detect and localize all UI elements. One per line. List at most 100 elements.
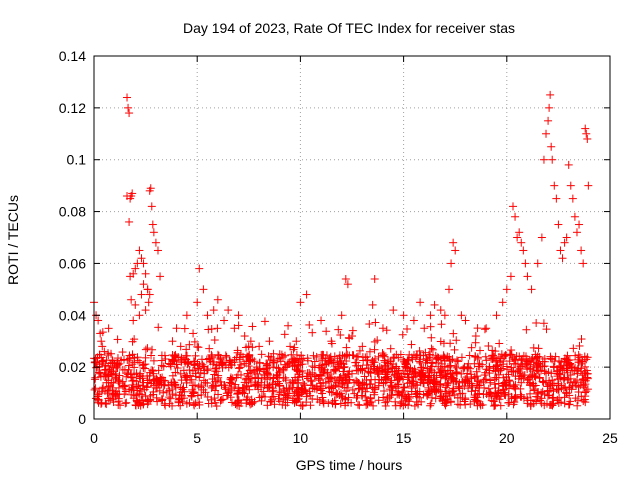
- data-point: [273, 377, 282, 386]
- data-point: [392, 350, 401, 359]
- data-point: [473, 324, 482, 333]
- data-point: [168, 385, 177, 394]
- data-point: [476, 401, 485, 410]
- data-point: [583, 134, 592, 143]
- data-point: [275, 382, 284, 391]
- data-point: [352, 366, 361, 375]
- data-point: [370, 384, 379, 393]
- data-point: [466, 400, 475, 409]
- data-point: [235, 363, 244, 372]
- data-point: [248, 398, 257, 407]
- grid-lines: [94, 56, 610, 419]
- data-point: [481, 368, 490, 377]
- data-point: [387, 376, 396, 385]
- data-point: [268, 393, 277, 402]
- data-point: [150, 381, 159, 390]
- data-point: [471, 332, 480, 341]
- data-point: [291, 356, 300, 365]
- data-point: [486, 376, 495, 385]
- data-point: [484, 342, 493, 351]
- data-point: [114, 397, 123, 406]
- data-point: [457, 311, 466, 320]
- data-point: [146, 396, 155, 405]
- data-point: [481, 352, 490, 361]
- data-point: [378, 324, 387, 333]
- data-point: [151, 238, 160, 247]
- data-point: [485, 366, 494, 375]
- data-point: [125, 217, 134, 226]
- data-point: [306, 401, 315, 410]
- data-point: [460, 382, 469, 391]
- data-point: [354, 400, 363, 409]
- data-point: [94, 316, 103, 325]
- data-point: [428, 393, 437, 402]
- data-point: [491, 384, 500, 393]
- data-point: [327, 355, 336, 364]
- data-point: [382, 326, 391, 335]
- data-point: [449, 329, 458, 338]
- data-point: [370, 274, 379, 283]
- data-point: [556, 362, 565, 371]
- y-tick-label: 0.08: [59, 204, 86, 220]
- data-point: [576, 367, 585, 376]
- data-point: [268, 379, 277, 388]
- data-point: [147, 366, 156, 375]
- data-point: [582, 387, 591, 396]
- data-point: [515, 228, 524, 237]
- data-point: [491, 367, 500, 376]
- data-point: [529, 382, 538, 391]
- data-point: [573, 396, 582, 405]
- data-point: [233, 401, 242, 410]
- data-point: [217, 395, 226, 404]
- data-point: [540, 401, 549, 410]
- data-point: [546, 90, 555, 99]
- data-point: [218, 395, 227, 404]
- data-point: [273, 370, 282, 379]
- data-point: [100, 366, 109, 375]
- data-point: [440, 311, 449, 320]
- data-point: [233, 348, 242, 357]
- data-point: [179, 366, 188, 375]
- data-point: [305, 320, 314, 329]
- data-point: [509, 367, 518, 376]
- data-point: [348, 385, 357, 394]
- data-point: [144, 298, 153, 307]
- x-axis: 0 5 10 15 20 25: [90, 56, 618, 446]
- data-point: [157, 380, 166, 389]
- data-point: [155, 386, 164, 395]
- data-point: [366, 368, 375, 377]
- data-point: [257, 350, 266, 359]
- data-point: [299, 379, 308, 388]
- data-point: [567, 363, 576, 372]
- data-point: [446, 361, 455, 370]
- data-point: [445, 352, 454, 361]
- data-point: [560, 238, 569, 247]
- data-point: [502, 285, 511, 294]
- data-point: [290, 389, 299, 398]
- data-point: [566, 370, 575, 379]
- data-point: [332, 389, 341, 398]
- data-point: [312, 385, 321, 394]
- data-point: [180, 324, 189, 333]
- data-point: [190, 401, 199, 410]
- data-point: [575, 220, 584, 229]
- data-point: [141, 269, 150, 278]
- data-point: [317, 316, 326, 325]
- data-point: [446, 339, 455, 348]
- data-point: [234, 311, 243, 320]
- data-point: [548, 155, 557, 164]
- data-point: [510, 355, 519, 364]
- data-point: [452, 363, 461, 372]
- data-point: [427, 399, 436, 408]
- data-point: [107, 367, 116, 376]
- data-point: [113, 354, 122, 363]
- data-point: [365, 347, 374, 356]
- data-point: [240, 332, 249, 341]
- data-point: [550, 357, 559, 366]
- data-point: [265, 337, 274, 346]
- data-point: [212, 360, 221, 369]
- x-tick-label: 10: [293, 430, 309, 446]
- data-point: [159, 388, 168, 397]
- data-point: [290, 343, 299, 352]
- data-point: [410, 365, 419, 374]
